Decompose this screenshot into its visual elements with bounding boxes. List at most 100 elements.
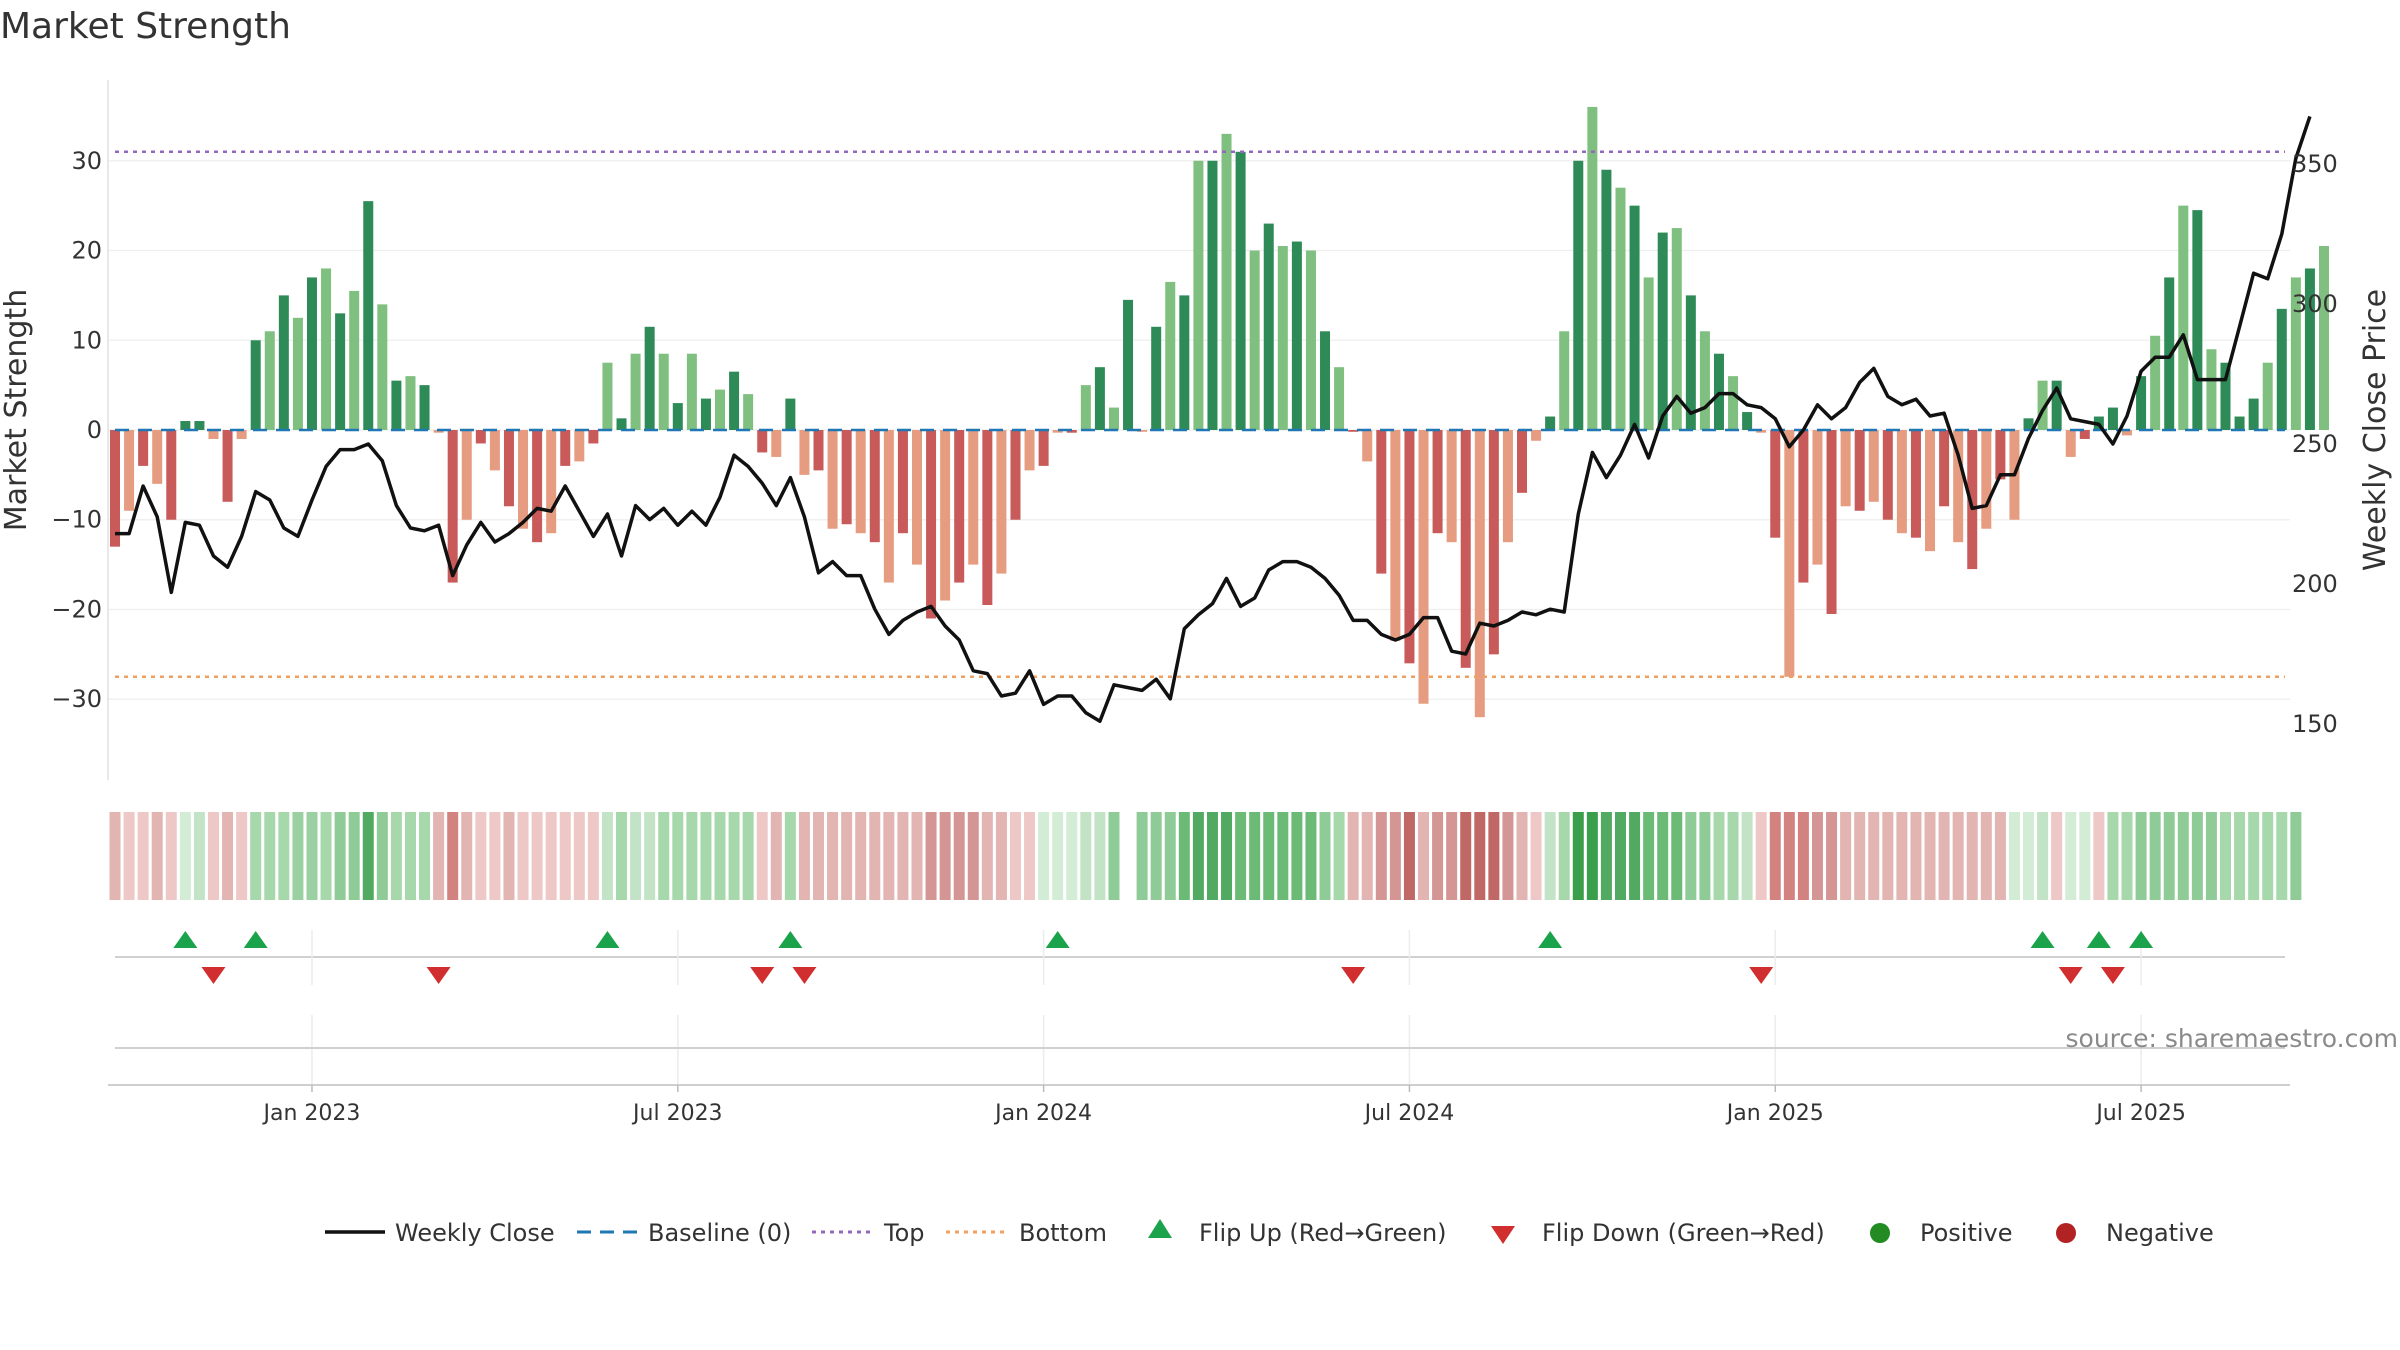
regime-cell	[700, 812, 712, 900]
strength-bar	[2206, 349, 2217, 430]
strength-bar	[433, 430, 444, 433]
regime-cell	[1600, 812, 1612, 900]
regime-cell	[1432, 812, 1444, 900]
strength-bar	[1108, 407, 1119, 430]
legend: Weekly Close Baseline (0) Top Bottom Fli…	[325, 1219, 2214, 1247]
regime-cell	[2248, 812, 2260, 900]
x-tick-label: Jul 2024	[1363, 1101, 1455, 1126]
regime-cell	[1094, 812, 1106, 900]
regime-cell	[1924, 812, 1936, 900]
x-tick-labels: Jan 2023 Jul 2023 Jan 2024 Jul 2024 Jan 2025…	[262, 1085, 2186, 1126]
strength-bar	[152, 430, 163, 484]
strength-bar	[560, 430, 571, 466]
regime-cell	[1446, 812, 1458, 900]
source-label: source: sharemaestro.com	[2066, 1024, 2399, 1053]
strength-bar	[1699, 331, 1710, 430]
strength-bar	[1024, 430, 1035, 471]
regime-cell	[1305, 812, 1317, 900]
strength-bar	[447, 430, 458, 583]
strength-bars	[110, 106, 2329, 718]
strength-bar	[1263, 223, 1274, 430]
legend-flip-down-marker	[1491, 1226, 1515, 1244]
flip-markers	[173, 931, 2154, 984]
strength-bar	[2234, 416, 2245, 430]
y-axis-title: Market Strength	[0, 289, 34, 531]
strength-bar	[1052, 430, 1063, 433]
strength-bar	[546, 430, 557, 534]
regime-cell	[1952, 812, 1964, 900]
strength-bar	[518, 430, 529, 529]
strength-bar	[1671, 228, 1682, 430]
flip-down-marker	[1749, 967, 1774, 984]
strength-bar	[1291, 241, 1302, 430]
regime-cell	[1403, 812, 1415, 900]
regime-cell	[278, 812, 290, 900]
regime-cell	[1811, 812, 1823, 900]
strength-bar	[588, 430, 599, 444]
legend-weekly-close: Weekly Close	[395, 1219, 555, 1247]
strength-bar	[1249, 250, 1260, 430]
regime-cell	[1038, 812, 1050, 900]
strength-bar	[869, 430, 880, 543]
regime-cell	[137, 812, 149, 900]
regime-cell	[1347, 812, 1359, 900]
regime-cell	[2276, 812, 2288, 900]
regime-cell	[1263, 812, 1275, 900]
regime-cell	[1854, 812, 1866, 900]
legend-bottom: Bottom	[1019, 1219, 1107, 1247]
strength-bar	[1137, 430, 1148, 432]
legend-positive: Positive	[1920, 1219, 2013, 1247]
strength-bar	[630, 353, 641, 430]
regime-cell	[1727, 812, 1739, 900]
regime-cell	[2008, 812, 2020, 900]
x-tick-label: Jul 2025	[2094, 1101, 2186, 1126]
strength-bar	[897, 430, 908, 534]
strength-bar	[1207, 160, 1218, 430]
regime-cell	[897, 812, 909, 900]
flip-down-marker	[2100, 967, 2125, 984]
strength-bar	[1601, 169, 1612, 430]
strength-bar	[1756, 430, 1767, 433]
strength-bar	[489, 430, 500, 471]
regime-cell	[1544, 812, 1556, 900]
strength-bar	[715, 389, 726, 430]
strength-bar	[321, 268, 332, 430]
strength-bar	[1432, 430, 1443, 534]
strength-bar	[2051, 380, 2062, 430]
strength-bar	[1010, 430, 1021, 520]
y-tick-label: 20	[71, 237, 102, 265]
regime-cell	[1502, 812, 1514, 900]
regime-cell	[1755, 812, 1767, 900]
regime-cell	[2037, 812, 2049, 900]
strength-bar	[968, 430, 979, 565]
regime-cell	[1572, 812, 1584, 900]
regime-cell	[2079, 812, 2091, 900]
strength-bar	[1784, 430, 1795, 677]
regime-cell	[616, 812, 628, 900]
regime-cell	[517, 812, 529, 900]
x-tick-label: Jan 2025	[1725, 1101, 1824, 1126]
strength-bar	[2178, 205, 2189, 430]
strength-bar	[1896, 430, 1907, 534]
strength-bar	[799, 430, 810, 475]
strength-bar	[503, 430, 514, 507]
regime-cell	[348, 812, 360, 900]
strength-bar	[1038, 430, 1049, 466]
regime-cell	[250, 812, 262, 900]
regime-cell	[784, 812, 796, 900]
strength-bar	[1742, 412, 1753, 430]
strength-bar	[335, 313, 346, 430]
y2-tick-label: 150	[2292, 710, 2338, 738]
strength-bar	[1488, 430, 1499, 655]
regime-cell	[545, 812, 557, 900]
regime-cell	[573, 812, 585, 900]
strength-bar	[911, 430, 922, 565]
regime-cell	[151, 812, 163, 900]
strength-bar	[1868, 430, 1879, 502]
strength-bar	[785, 398, 796, 430]
regime-cell	[447, 812, 459, 900]
strength-bar	[1080, 385, 1091, 430]
regime-cell	[123, 812, 135, 900]
regime-cell	[714, 812, 726, 900]
strength-bar	[2136, 376, 2147, 430]
